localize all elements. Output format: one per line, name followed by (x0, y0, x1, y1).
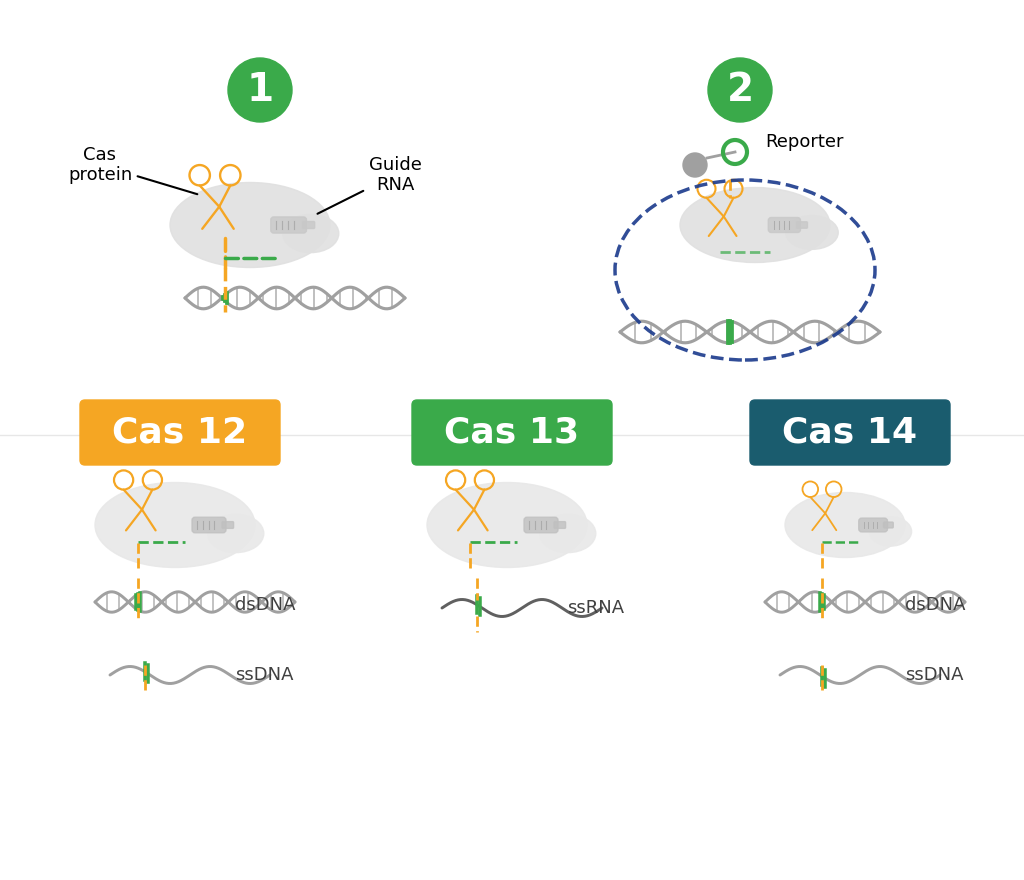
Ellipse shape (170, 182, 330, 268)
Text: Cas 13: Cas 13 (444, 415, 580, 450)
FancyBboxPatch shape (859, 518, 888, 532)
Text: Cas
protein: Cas protein (68, 145, 198, 194)
Text: Guide
RNA: Guide RNA (317, 156, 422, 214)
FancyBboxPatch shape (270, 216, 306, 233)
FancyBboxPatch shape (750, 400, 950, 465)
Text: Reporter: Reporter (765, 133, 844, 151)
Ellipse shape (427, 482, 587, 568)
FancyBboxPatch shape (302, 222, 314, 229)
Text: dsDNA: dsDNA (905, 596, 966, 614)
FancyBboxPatch shape (524, 517, 558, 532)
Ellipse shape (540, 515, 596, 553)
Ellipse shape (869, 517, 911, 546)
FancyBboxPatch shape (80, 400, 280, 465)
FancyBboxPatch shape (193, 517, 226, 532)
FancyBboxPatch shape (222, 522, 233, 528)
Ellipse shape (208, 515, 264, 553)
Text: Cas 14: Cas 14 (782, 415, 918, 450)
FancyBboxPatch shape (412, 400, 612, 465)
Text: ssDNA: ssDNA (234, 666, 294, 684)
Text: 2: 2 (726, 71, 754, 109)
Text: ssRNA: ssRNA (567, 599, 624, 617)
Text: 1: 1 (247, 71, 273, 109)
Circle shape (708, 58, 772, 122)
FancyBboxPatch shape (797, 222, 808, 228)
Text: dsDNA: dsDNA (234, 596, 296, 614)
Circle shape (228, 58, 292, 122)
Ellipse shape (785, 493, 905, 558)
Text: ssDNA: ssDNA (905, 666, 964, 684)
FancyBboxPatch shape (768, 217, 801, 232)
Text: Cas 12: Cas 12 (113, 415, 248, 450)
FancyBboxPatch shape (554, 522, 565, 528)
Ellipse shape (785, 216, 839, 249)
FancyBboxPatch shape (884, 522, 893, 528)
Circle shape (683, 153, 707, 177)
Ellipse shape (283, 215, 339, 253)
Ellipse shape (680, 187, 830, 262)
Ellipse shape (95, 482, 255, 568)
